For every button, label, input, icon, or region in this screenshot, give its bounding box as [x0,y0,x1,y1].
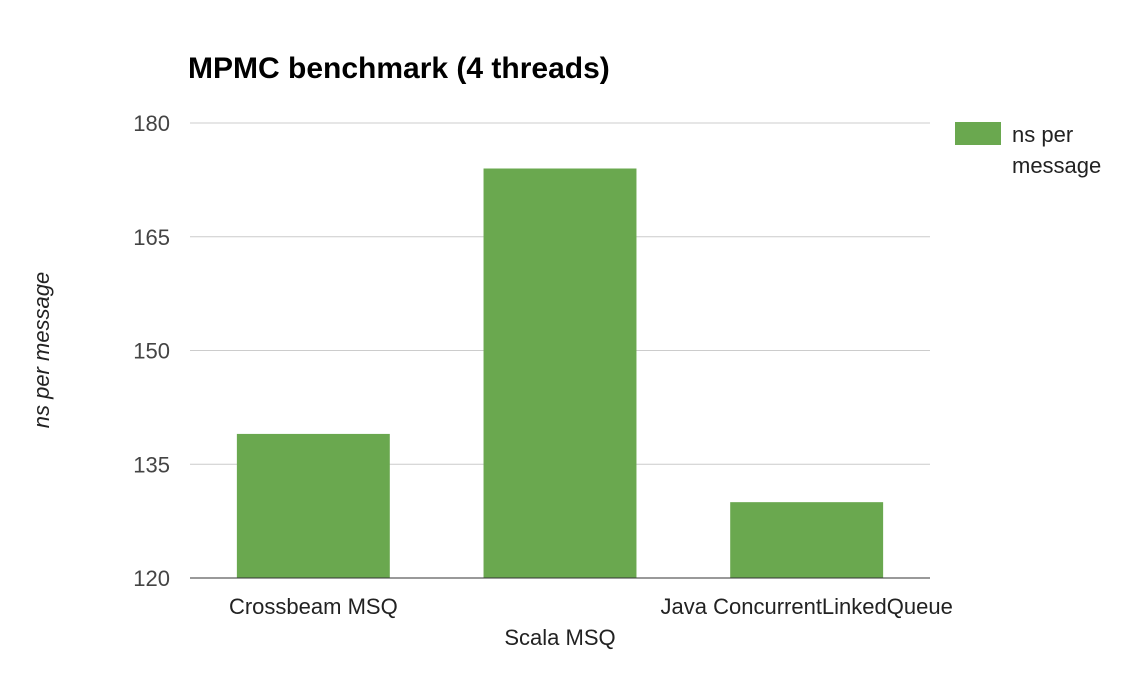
y-axis-label: ns per message [29,272,54,429]
bar [730,502,884,578]
y-tick-label: 135 [133,452,170,477]
legend-label-line-2: message [1012,153,1101,178]
legend: ns per message [955,122,1101,178]
bar [483,168,637,578]
bar [236,433,390,578]
legend-label-line-1: ns per [1012,122,1073,147]
legend-swatch [955,122,1001,145]
y-tick-label: 120 [133,566,170,591]
x-category-label: Java ConcurrentLinkedQueue [661,594,953,619]
y-tick-label: 165 [133,225,170,250]
x-category-label: Crossbeam MSQ [229,594,398,619]
y-axis-ticks: 120 135 150 165 180 [133,111,170,591]
y-tick-label: 180 [133,111,170,136]
x-category-label: Scala MSQ [504,625,615,650]
chart-title: MPMC benchmark (4 threads) [188,52,610,85]
x-axis-categories: Crossbeam MSQ Scala MSQ Java ConcurrentLin… [229,594,953,650]
y-tick-label: 150 [133,339,170,364]
bars [236,168,884,578]
